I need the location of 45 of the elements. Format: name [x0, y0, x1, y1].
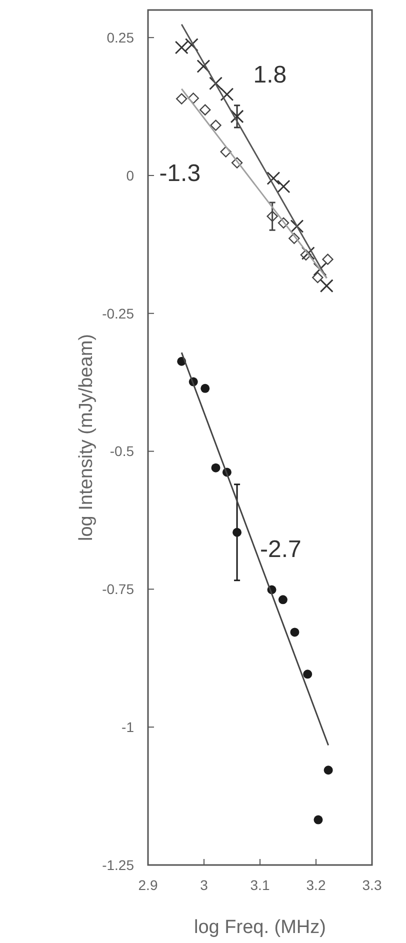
point [278, 217, 290, 229]
annotation: -1.3 [159, 160, 201, 187]
point [324, 766, 333, 775]
y-tick-label: 0 [126, 167, 134, 184]
point [300, 249, 312, 261]
y-tick-label: 0.25 [106, 29, 134, 46]
point [266, 210, 278, 222]
point [220, 146, 232, 158]
y-tick-label: -1 [122, 718, 134, 735]
y-tick-label: -1.25 [102, 856, 134, 873]
point [312, 272, 324, 284]
point [276, 180, 290, 194]
y-tick-label: -0.5 [110, 443, 134, 460]
point [196, 60, 210, 74]
y-tick-label: -0.25 [102, 305, 134, 322]
point [230, 110, 244, 124]
y-tick-label: -0.75 [102, 581, 134, 598]
point [303, 670, 312, 679]
annotation: 1.8 [253, 62, 287, 89]
point [290, 628, 300, 637]
x-tick-label: 2.9 [138, 877, 158, 893]
y-axis-title: log Intensity (mJy/beam) [76, 334, 97, 541]
point [314, 815, 323, 824]
annotation: -2.7 [260, 536, 302, 564]
point [231, 157, 243, 168]
x-tick-label: 3 [200, 877, 208, 893]
point [288, 232, 300, 244]
point [211, 463, 220, 472]
point [232, 528, 242, 537]
point [322, 254, 334, 265]
point [301, 246, 315, 260]
point [290, 219, 304, 233]
point [200, 384, 210, 393]
point [320, 279, 334, 293]
point [220, 88, 234, 102]
x-tick-label: 3.2 [306, 877, 326, 893]
point [266, 171, 280, 185]
point [278, 595, 288, 604]
x-tick-label: 3.1 [250, 877, 270, 893]
point [200, 104, 211, 116]
point [209, 76, 223, 90]
x-tick-label: 3.3 [362, 877, 382, 893]
point [210, 120, 222, 131]
point [176, 93, 188, 104]
x-axis-title: log Freq. (MHz) [194, 917, 326, 938]
